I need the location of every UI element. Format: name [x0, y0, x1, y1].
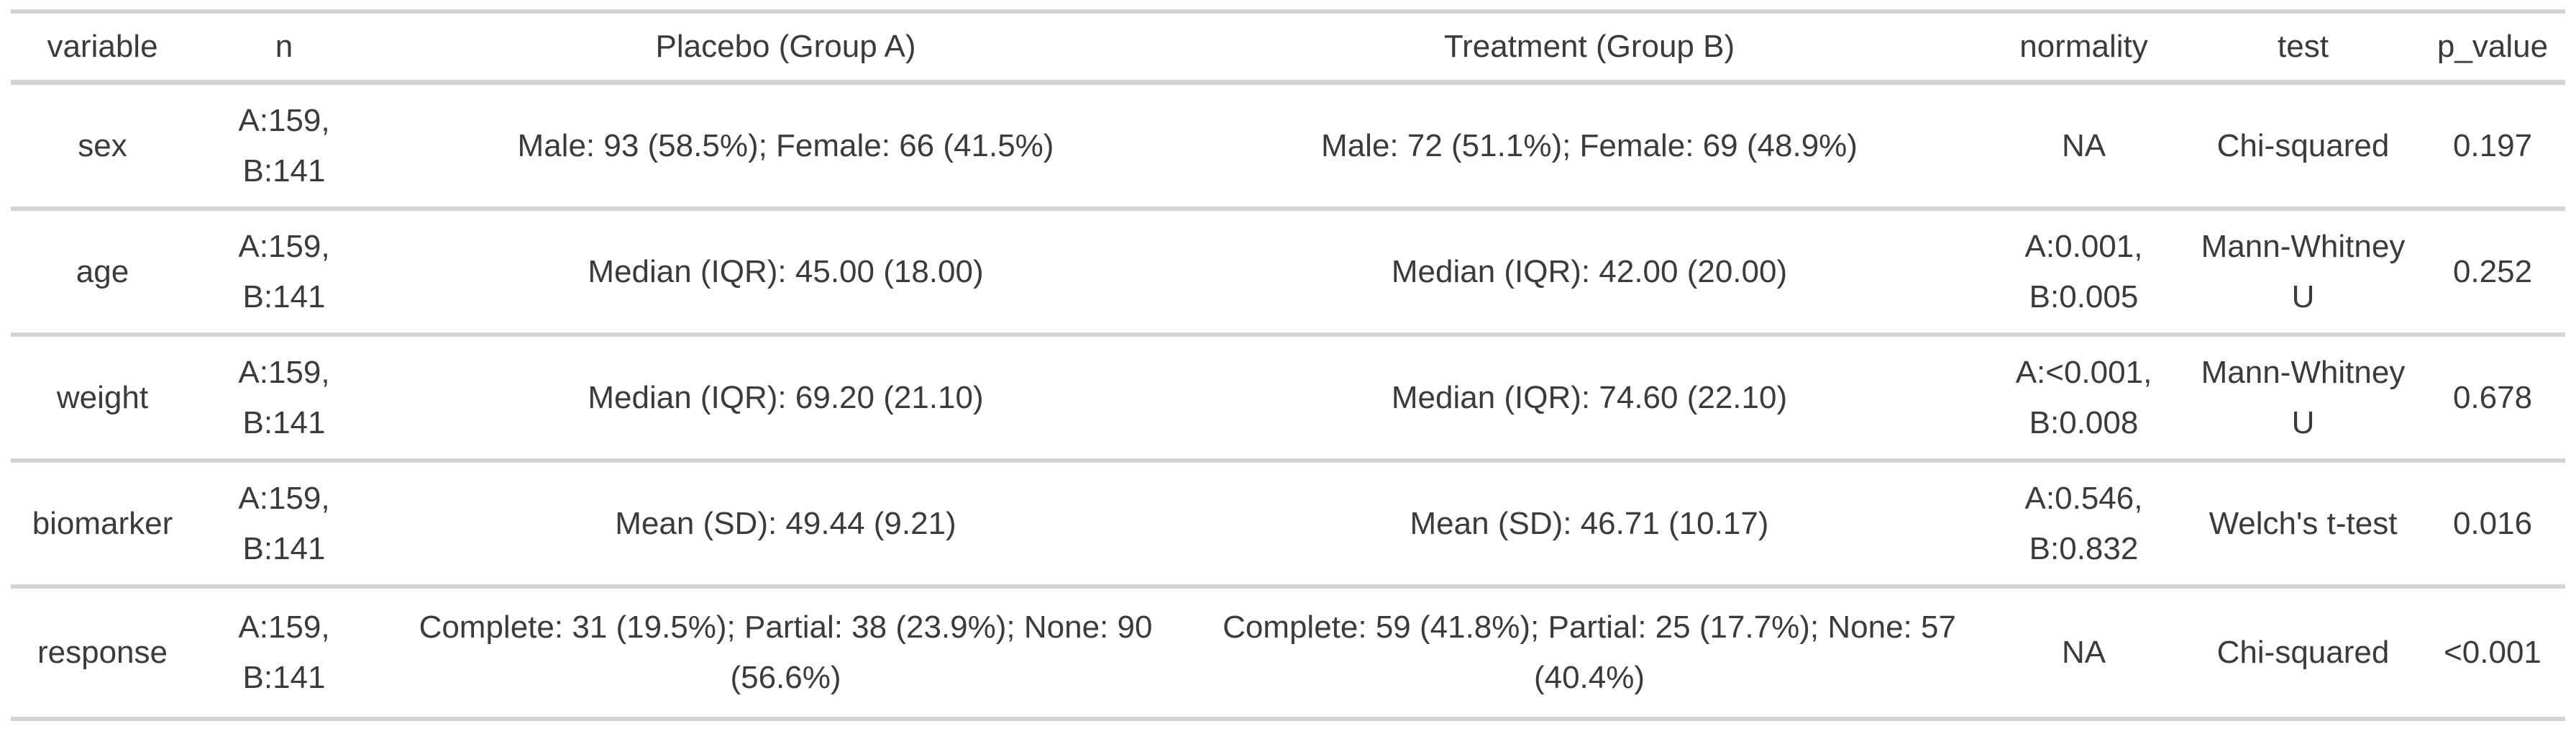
row-label: biomarker [11, 461, 194, 589]
cell-normality: NA [1981, 586, 2186, 721]
column-header-p-value: p_value [2420, 9, 2565, 85]
column-header-variable: variable [11, 9, 194, 85]
cell-test: Mann-Whitney U [2186, 209, 2420, 337]
cell-treatment-group-b: Mean (SD): 46.71 (10.17) [1197, 461, 1981, 589]
cell-p-value: 0.016 [2420, 461, 2565, 589]
column-header-normality: normality [1981, 9, 2186, 85]
cell-treatment-group-b: Male: 72 (51.1%); Female: 69 (48.9%) [1197, 82, 1981, 211]
row-label: weight [11, 335, 194, 463]
table-row: response A:159, B:141 Complete: 31 (19.5%)… [11, 586, 2565, 721]
cell-n: A:159, B:141 [194, 335, 374, 463]
cell-treatment-group-b: Complete: 59 (41.8%); Partial: 25 (17.7%… [1197, 586, 1981, 721]
cell-p-value: 0.197 [2420, 82, 2565, 211]
cell-placebo-group-a: Complete: 31 (19.5%); Partial: 38 (23.9%… [374, 586, 1197, 721]
cell-p-value: 0.678 [2420, 335, 2565, 463]
cell-placebo-group-a: Median (IQR): 69.20 (21.10) [374, 335, 1197, 463]
cell-test: Chi-squared [2186, 586, 2420, 721]
cell-normality: NA [1981, 82, 2186, 211]
cell-n: A:159, B:141 [194, 586, 374, 721]
cell-treatment-group-b: Median (IQR): 74.60 (22.10) [1197, 335, 1981, 463]
row-label: sex [11, 82, 194, 211]
cell-normality: A:0.546, B:0.832 [1981, 461, 2186, 589]
column-header-n: n [194, 9, 374, 85]
cell-test: Mann-Whitney U [2186, 335, 2420, 463]
cell-p-value: 0.252 [2420, 209, 2565, 337]
cell-normality: A:<0.001, B:0.008 [1981, 335, 2186, 463]
cell-n: A:159, B:141 [194, 82, 374, 211]
cell-p-value: <0.001 [2420, 586, 2565, 721]
cell-test: Welch's t-test [2186, 461, 2420, 589]
column-header-test: test [2186, 9, 2420, 85]
table-row: age A:159, B:141 Median (IQR): 45.00 (18.0… [11, 209, 2565, 337]
cell-test: Chi-squared [2186, 82, 2420, 211]
summary-table: variable n Placebo (Group A) Treatment (Gro… [11, 9, 2565, 721]
header-row: variable n Placebo (Group A) Treatment (Gro… [11, 9, 2565, 85]
cell-n: A:159, B:141 [194, 209, 374, 337]
cell-n: A:159, B:141 [194, 461, 374, 589]
table-row: weight A:159, B:141 Median (IQR): 69.20 (2… [11, 335, 2565, 463]
table-row: biomarker A:159, B:141 Mean (SD): 49.44 (9… [11, 461, 2565, 589]
cell-treatment-group-b: Median (IQR): 42.00 (20.00) [1197, 209, 1981, 337]
row-label: age [11, 209, 194, 337]
cell-normality: A:0.001, B:0.005 [1981, 209, 2186, 337]
cell-placebo-group-a: Mean (SD): 49.44 (9.21) [374, 461, 1197, 589]
cell-placebo-group-a: Median (IQR): 45.00 (18.00) [374, 209, 1197, 337]
cell-placebo-group-a: Male: 93 (58.5%); Female: 66 (41.5%) [374, 82, 1197, 211]
column-header-treatment-group-b: Treatment (Group B) [1197, 9, 1981, 85]
row-label: response [11, 586, 194, 721]
table-row: sex A:159, B:141 Male: 93 (58.5%); Female:… [11, 82, 2565, 211]
column-header-placebo-group-a: Placebo (Group A) [374, 9, 1197, 85]
